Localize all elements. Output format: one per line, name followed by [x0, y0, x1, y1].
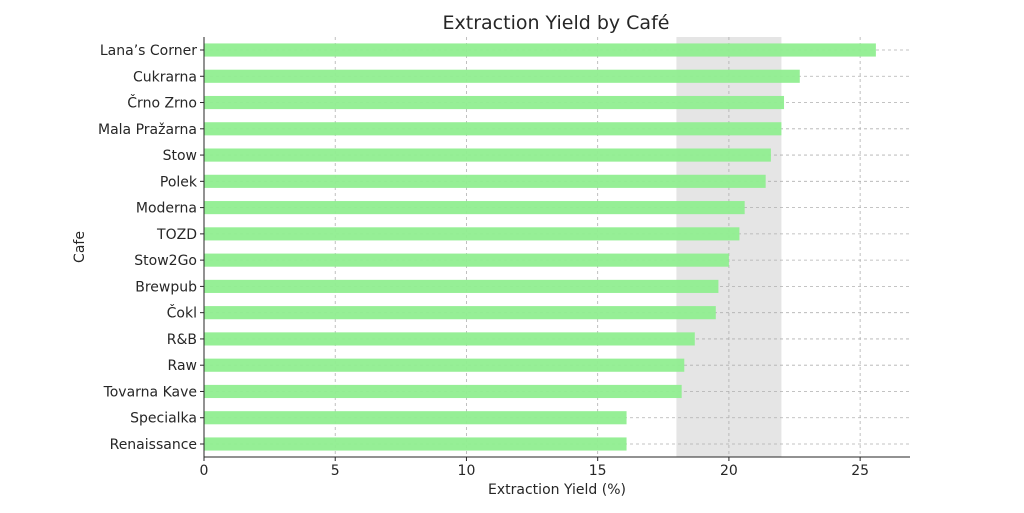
bar	[204, 384, 682, 399]
y-axis-label: Cafe	[72, 231, 88, 263]
category-label: Stow2Go	[134, 253, 197, 269]
x-tick-label: 5	[331, 463, 340, 479]
bar	[204, 358, 685, 372]
category-label: Cukrarna	[133, 69, 197, 85]
category-label: Čokl	[167, 304, 197, 322]
category-label: R&B	[167, 332, 197, 348]
bar	[204, 122, 782, 136]
category-label: Moderna	[136, 201, 197, 217]
x-tick-label: 20	[720, 463, 738, 479]
x-tick-label: 15	[589, 463, 607, 479]
category-label: Specialka	[130, 411, 197, 427]
bar	[204, 43, 876, 57]
bar	[204, 332, 695, 346]
category-label: Brewpub	[135, 279, 197, 295]
category-label: TOZD	[156, 227, 197, 243]
x-tick-label: 25	[851, 463, 869, 479]
bar	[204, 411, 627, 425]
bar	[204, 95, 785, 110]
category-label: Črno Zrno	[127, 94, 197, 112]
category-label: Polek	[160, 174, 198, 190]
x-tick-label: 10	[458, 463, 476, 479]
bar	[204, 148, 771, 162]
bar	[204, 253, 729, 267]
bar	[204, 69, 800, 83]
bar	[204, 437, 627, 451]
bar	[204, 306, 716, 320]
bar	[204, 227, 740, 241]
x-tick-label: 0	[200, 463, 209, 479]
category-label: Tovarna Kave	[103, 384, 197, 400]
bar	[204, 279, 719, 293]
category-label: Renaissance	[110, 437, 197, 453]
category-label: Lana’s Corner	[100, 43, 197, 59]
category-label: Mala Pražarna	[98, 122, 197, 138]
bar	[204, 201, 745, 215]
x-axis-label: Extraction Yield (%)	[488, 482, 626, 498]
chart-title: Extraction Yield by Café	[443, 12, 670, 34]
bar	[204, 174, 766, 188]
category-label: Raw	[168, 358, 197, 374]
category-label: Stow	[163, 148, 197, 164]
